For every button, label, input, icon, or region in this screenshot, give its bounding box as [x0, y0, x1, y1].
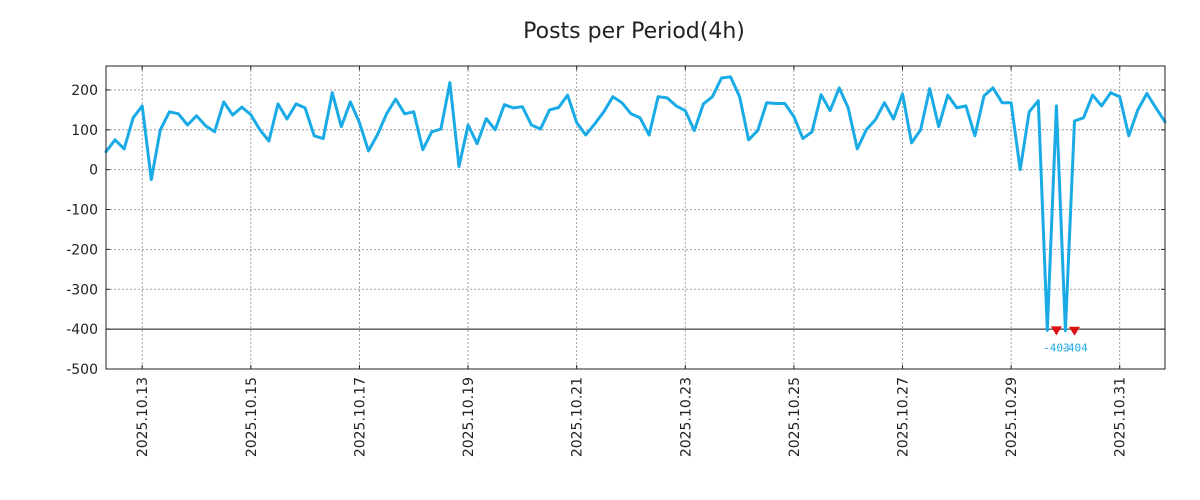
series-layer — [104, 75, 1167, 333]
y-tick-label: 200 — [71, 83, 98, 99]
y-tick-label: -100 — [66, 203, 98, 219]
annotation-label: -403 — [1043, 341, 1070, 354]
plot-area — [105, 65, 1166, 370]
x-tick-label: 2025.10.15 — [244, 377, 260, 457]
x-tick-label: 2025.10.13 — [135, 377, 151, 457]
y-tick-label: 0 — [89, 163, 98, 179]
x-tick-label: 2025.10.17 — [352, 377, 368, 457]
x-axis-ticks: 2025.10.13 2025.10.15 2025.10.17 2025.10.19… — [135, 66, 1129, 457]
series-line — [104, 75, 1167, 333]
annotations: -403-404 — [1043, 326, 1088, 355]
y-tick-label: -300 — [66, 282, 98, 298]
x-tick-label: 2025.10.29 — [1004, 377, 1020, 457]
y-tick-label: -200 — [66, 242, 98, 258]
x-tick-label: 2025.10.27 — [896, 377, 912, 457]
annotation-marker — [1050, 326, 1062, 336]
chart-title: Posts per Period(4h) — [523, 19, 745, 44]
y-axis-ticks: 200 100 0 -100 -200 -300 -400 -500 — [66, 83, 1165, 378]
grid — [106, 66, 1165, 369]
annotation-marker — [1068, 326, 1080, 336]
y-tick-label: -500 — [66, 362, 98, 378]
x-tick-label: 2025.10.23 — [678, 377, 694, 457]
x-tick-label: 2025.10.21 — [570, 377, 586, 457]
x-tick-label: 2025.10.31 — [1113, 377, 1129, 457]
annotation-label: -404 — [1061, 342, 1088, 355]
y-tick-label: 100 — [71, 123, 98, 139]
x-tick-label: 2025.10.19 — [461, 377, 477, 457]
x-tick-label: 2025.10.25 — [787, 377, 803, 457]
y-tick-label: -400 — [66, 322, 98, 338]
